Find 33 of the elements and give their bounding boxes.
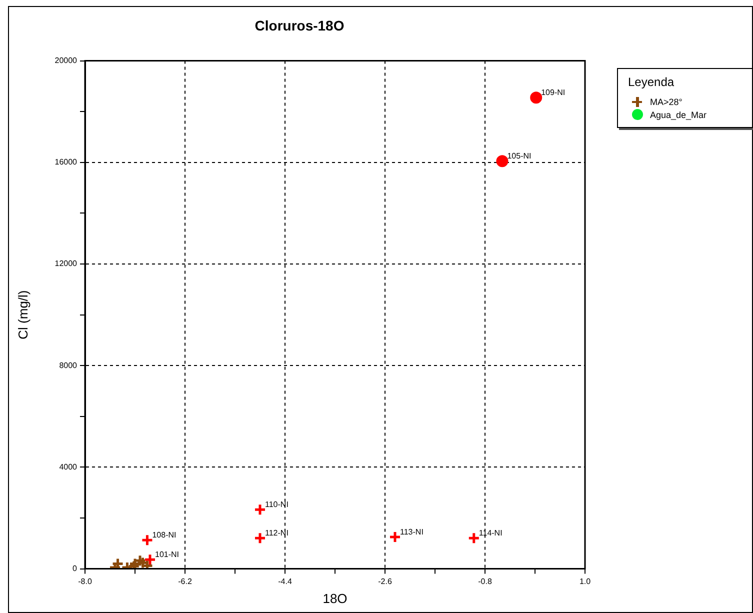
point	[140, 534, 154, 546]
point	[144, 553, 156, 566]
y-tick-label: 16000	[54, 158, 78, 167]
y-axis-title: Cl (mg/l)	[15, 290, 30, 340]
y-tick-label: 0	[72, 564, 78, 574]
point	[254, 503, 266, 516]
y-tick-label: 4000	[59, 462, 78, 472]
point	[496, 155, 508, 168]
annotation: 112-NI	[265, 528, 288, 538]
annotation: 108-NI	[152, 530, 176, 540]
point	[254, 532, 266, 544]
x-tick-label: 1.0	[579, 576, 592, 586]
legend-label: MA>28°	[650, 96, 682, 106]
annotation: 110-NI	[265, 500, 288, 509]
x-axis-title: 18O	[322, 590, 348, 606]
annotation: 109-NI	[541, 88, 566, 97]
annotation: 105-NI	[507, 151, 532, 160]
x-tick-label: -0.8	[478, 576, 492, 586]
point	[468, 532, 480, 544]
point	[388, 530, 402, 544]
annotation: 101-NI	[155, 550, 180, 559]
x-tick-label: -2.6	[378, 576, 392, 586]
x-tick-label: -6.2	[178, 576, 192, 586]
x-tick-label: -4.4	[278, 576, 292, 586]
y-tick-label: 20000	[54, 56, 78, 66]
legend-label: Agua_de_Mar	[650, 110, 707, 120]
legend-title: Leyenda	[628, 75, 676, 89]
y-tick-label: 12000	[54, 259, 78, 268]
y-tick-label: 8000	[59, 360, 78, 370]
chart-title: Cloruros-18O	[254, 17, 344, 34]
annotation: 113-NI	[400, 527, 424, 536]
x-tick-label: -8.0	[78, 576, 92, 586]
point	[530, 92, 542, 104]
